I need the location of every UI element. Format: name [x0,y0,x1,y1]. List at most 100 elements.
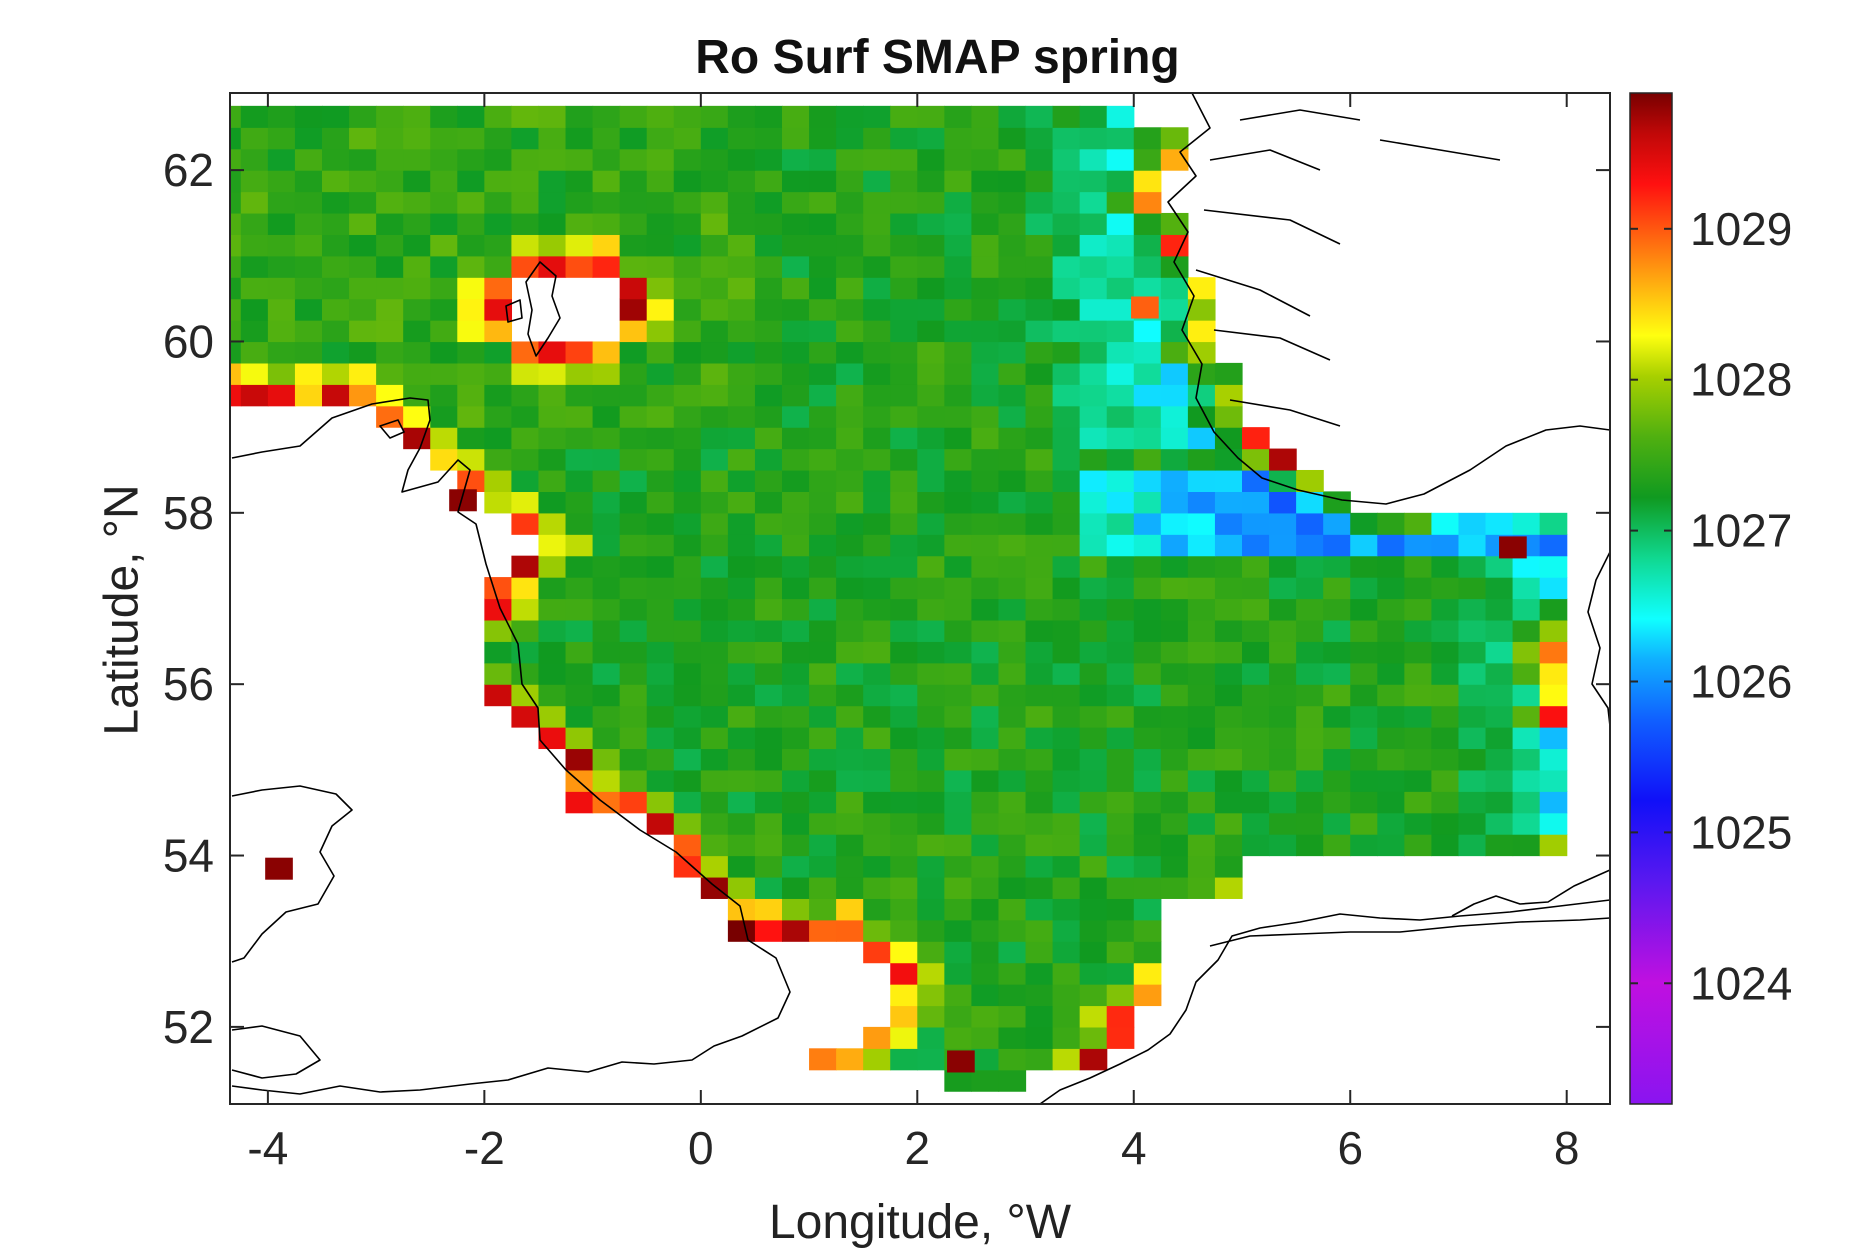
heatmap-cell [565,491,594,514]
heatmap-cell [1133,684,1162,707]
heatmap-cell [700,619,729,642]
heatmap-cell [1106,705,1135,728]
heatmap-cell [863,1026,891,1049]
heatmap-cell [1079,512,1108,535]
heatmap-cell [1133,191,1162,214]
heatmap-cell [565,170,594,193]
heatmap-cell [592,577,621,600]
heatmap-cell [1187,834,1216,857]
heatmap-cell [1404,598,1433,621]
heatmap-cell [349,191,377,214]
heatmap-cell [1296,619,1324,642]
heatmap-cell [673,469,702,492]
heatmap-cell [917,684,945,707]
heatmap-cell [971,384,1000,407]
heatmap-cell [944,469,973,492]
heatmap-cell [376,127,404,150]
heatmap-cell [673,127,702,150]
heatmap-cell [1323,577,1351,600]
heatmap-cell [890,727,918,750]
heatmap-cell [1323,598,1351,621]
heatmap-cell [565,598,594,621]
heatmap-cell [592,384,621,407]
heatmap-cell [754,170,783,193]
heatmap-cell [754,491,783,514]
heatmap-cell [1350,598,1378,621]
heatmap-cell [1106,341,1135,364]
heatmap-cell [836,919,864,942]
heatmap-cell [727,598,756,621]
heatmap-cell [1269,512,1297,535]
heatmap-cell [457,341,485,364]
heatmap-cell [754,405,783,428]
heatmap-cell [1133,170,1162,193]
heatmap-cell [917,1005,945,1028]
heatmap-cell [998,105,1027,128]
heatmap-cell [700,577,729,600]
heatmap-cell [646,598,675,621]
heatmap-cell [1079,384,1108,407]
heatmap-cell [754,662,783,685]
heatmap-cell [700,320,729,343]
heatmap-cell [1025,919,1054,942]
heatmap-cell [782,705,810,728]
heatmap-cell [1187,577,1216,600]
heatmap-cell [727,277,756,300]
heatmap-cell [1242,769,1270,792]
heatmap-cell [484,127,513,150]
heatmap-cell [809,191,837,214]
heatmap-cell [809,1048,837,1071]
heatmap-cell [457,405,485,428]
heatmap-cell [1350,641,1378,664]
heatmap-cell [809,662,837,685]
heatmap-cell [971,555,1000,578]
heatmap-cell [1160,362,1189,385]
x-axis-label: Longitude, °W [768,1196,1072,1249]
coastline-shetland [525,261,561,357]
heatmap-cell [971,962,1000,985]
heatmap-cell [727,834,756,857]
heatmap-cell [1350,534,1378,557]
heatmap-cell [1350,577,1378,600]
heatmap-cell [1214,534,1243,557]
heatmap-cell [267,105,296,128]
heatmap-cell [1133,919,1162,942]
heatmap-cell [1133,341,1162,364]
heatmap-cell [1079,320,1108,343]
heatmap-cell [700,748,729,771]
heatmap-cell [809,170,837,193]
heatmap-cell [863,834,891,857]
heatmap-cell [646,577,675,600]
heatmap-cell [700,855,729,878]
heatmap-cell [1160,384,1189,407]
heatmap-cell [944,341,973,364]
heatmap-cell [1377,834,1405,857]
heatmap-cell [700,127,729,150]
heatmap-cell [240,320,269,343]
heatmap-cell [538,170,567,193]
heatmap-cell [403,277,431,300]
heatmap-cell [1106,320,1135,343]
heatmap-cell [1214,427,1243,450]
heatmap-cell [1350,619,1378,642]
heatmap-cell [998,919,1027,942]
heatmap-cell [430,234,458,257]
heatmap-cell [1025,619,1054,642]
heatmap-cell [673,234,702,257]
coastline-norway-fjords [1195,109,1501,427]
heatmap-cell [944,105,973,128]
heatmap-cell [457,277,485,300]
heatmap-cell [782,727,810,750]
heatmap-cell [322,341,350,364]
heatmap-cell [1106,170,1135,193]
heatmap-cell [322,362,350,385]
heatmap-cell [484,384,513,407]
heatmap-cell [754,919,783,942]
heatmap-cell [863,684,891,707]
heatmap-cell [1296,684,1324,707]
heatmap-cell [863,534,891,557]
heatmap-cell [538,191,567,214]
heatmap-cell [240,212,269,235]
heatmap-cell [619,341,648,364]
